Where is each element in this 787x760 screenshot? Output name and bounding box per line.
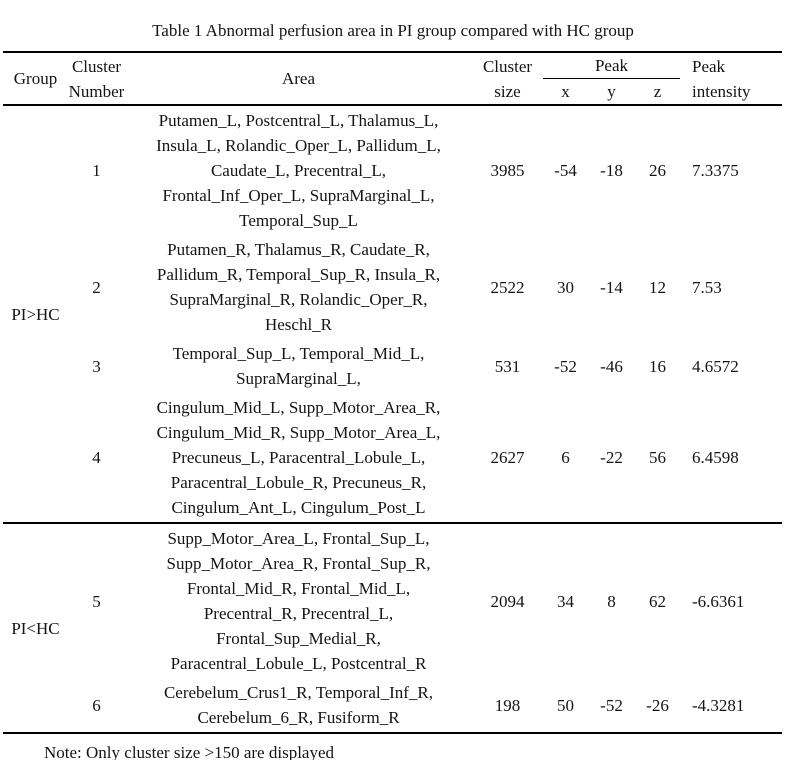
peak-z-cell: 12 xyxy=(649,277,666,297)
cluster-number-cell: 2 xyxy=(92,277,101,297)
peak-z-cell: 26 xyxy=(649,161,666,180)
peak-x-cell: 6 xyxy=(561,448,570,467)
cluster-size-cell: 198 xyxy=(494,695,521,715)
table-row: PI>HC 1 Putamen_L, Postcentral_L, Thalam… xyxy=(3,105,782,324)
group-label-cell: PI<HC xyxy=(3,522,68,733)
peak-z-cell: 62 xyxy=(635,522,680,678)
area-cell: Cerebelum_Crus1_R, Temporal_Inf_R, Cereb… xyxy=(163,683,434,727)
header-row-bottom: x y z xyxy=(3,79,782,106)
group-label-cell: PI>HC xyxy=(11,304,60,324)
table-note: Note: Only cluster size >150 are display… xyxy=(44,743,335,760)
peak-x-cell: 34 xyxy=(543,522,588,678)
peak-z-cell: -26 xyxy=(646,695,669,715)
cluster-size-cell: 531 xyxy=(494,356,521,376)
header-y: y xyxy=(607,82,616,101)
cluster-number-cell: 3 xyxy=(92,356,101,376)
header-row-top: Group Cluster Number Area Cluster size P… xyxy=(3,52,782,101)
area-cell: Cingulum_Mid_L, Supp_Motor_Area_R, Cingu… xyxy=(156,398,441,517)
table-row: 3 Temporal_Sup_L, Temporal_Mid_L, SupraM… xyxy=(3,339,782,393)
header-cluster-size: Cluster size xyxy=(482,56,533,101)
peak-y-cell: -22 xyxy=(600,448,623,467)
area-cell: Putamen_R, Thalamus_R, Caudate_R, Pallid… xyxy=(156,240,441,334)
peak-intensity-cell: 7.3375 xyxy=(692,161,739,180)
peak-y-cell: -18 xyxy=(600,161,623,180)
peak-x-cell: 30 xyxy=(557,277,574,297)
cluster-number-cell: 4 xyxy=(92,448,101,467)
peak-x-cell: -54 xyxy=(554,161,577,180)
peak-z-cell: 56 xyxy=(649,448,666,467)
table-title: Table 1 Abnormal perfusion area in PI gr… xyxy=(152,21,634,40)
table-row: 4 Cingulum_Mid_L, Supp_Motor_Area_R, Cin… xyxy=(3,393,782,523)
header-area: Area xyxy=(281,69,316,88)
peak-y-cell: -52 xyxy=(600,695,623,715)
abnormal-perfusion-table: Group Cluster Number Area Cluster size P… xyxy=(3,51,782,734)
cluster-size-cell: 3985 xyxy=(490,161,525,180)
peak-z-cell: 16 xyxy=(649,356,666,376)
header-peak: Peak xyxy=(543,52,680,79)
peak-intensity-cell: 4.6572 xyxy=(692,356,739,376)
header-z: z xyxy=(653,82,662,101)
peak-intensity-cell: 7.53 xyxy=(692,277,722,297)
area-cell: Putamen_L, Postcentral_L, Thalamus_L, In… xyxy=(156,111,441,230)
peak-x-cell: -52 xyxy=(554,356,577,376)
peak-intensity-cell: 6.4598 xyxy=(692,448,739,467)
header-peak-intensity: Peak intensity xyxy=(692,56,751,101)
cluster-number-cell: 5 xyxy=(68,522,125,678)
peak-x-cell: 50 xyxy=(557,695,574,715)
table-row: 6 Cerebelum_Crus1_R, Temporal_Inf_R, Cer… xyxy=(3,678,782,733)
cluster-size-cell: 2627 xyxy=(490,448,525,467)
cluster-size-cell: 2522 xyxy=(490,277,525,297)
area-cell: Supp_Motor_Area_L, Frontal_Sup_L, Supp_M… xyxy=(125,522,472,678)
peak-intensity-cell: -6.6361 xyxy=(680,522,782,678)
peak-intensity-cell: -4.3281 xyxy=(692,695,745,715)
table-row: 2 Putamen_R, Thalamus_R, Caudate_R, Pall… xyxy=(3,235,782,339)
cluster-size-cell: 2094 xyxy=(472,522,543,678)
peak-y-cell: -14 xyxy=(600,277,623,297)
cluster-number-cell: 1 xyxy=(92,161,101,180)
peak-y-cell: 8 xyxy=(588,522,635,678)
header-group: Group xyxy=(13,69,58,88)
header-x: x xyxy=(561,82,570,101)
table-body: PI>HC 1 Putamen_L, Postcentral_L, Thalam… xyxy=(3,105,782,733)
table-row: PI<HC 5 Supp_Motor_Area_L, Frontal_Sup_L… xyxy=(3,522,782,733)
header-cluster-number: Cluster Number xyxy=(68,56,125,101)
peak-y-cell: -46 xyxy=(600,356,623,376)
area-cell: Temporal_Sup_L, Temporal_Mid_L, SupraMar… xyxy=(172,344,425,388)
cluster-number-cell: 6 xyxy=(92,695,101,715)
table-header: Group Cluster Number Area Cluster size P… xyxy=(3,52,782,105)
